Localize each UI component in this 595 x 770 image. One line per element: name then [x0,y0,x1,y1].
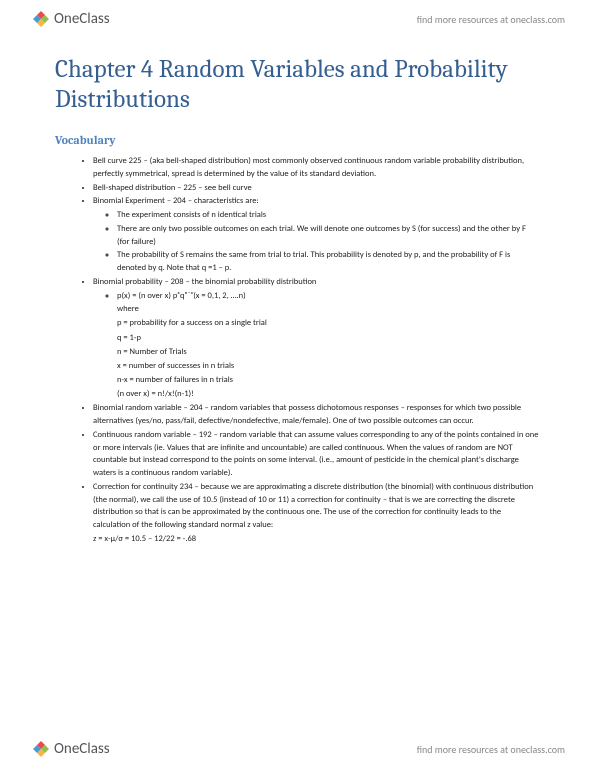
sub-list-item: There are only two possible outcomes on … [117,223,540,249]
oneclass-logo-icon [30,738,52,760]
page-footer: OneClass find more resources at oneclass… [0,734,595,764]
formula-block: where p = probability for a success on a… [93,303,540,401]
list-item: Continuous random variable – 192 – rando… [93,429,540,480]
page-header: OneClass find more resources at oneclass… [0,0,595,35]
formula-line: where [117,303,540,316]
sub-list-item: The probability of S remains the same fr… [117,249,540,275]
footer-resources-link[interactable]: find more resources at oneclass.com [417,743,565,756]
list-item: Correction for continuity 234 – because … [93,481,540,546]
item-text: Correction for continuity 234 – because … [93,482,533,530]
sub-list-item: The experiment consists of n identical t… [117,209,540,222]
formula-line: n = Number of Trials [117,346,540,359]
sub-list-item: p(x) = (n over x) pˣqⁿ⁻ˣ(x = 0,1, 2, ….n… [117,290,540,303]
logo-text: OneClass [54,740,110,758]
list-item: Binomial Experiment – 204 – characterist… [93,195,540,275]
formula-line: z = x-μ/σ = 10.5 – 12/22 = -.68 [93,533,540,546]
sub-list: p(x) = (n over x) pˣqⁿ⁻ˣ(x = 0,1, 2, ….n… [93,290,540,303]
formula-line: n-x = number of failures in n trials [117,374,540,387]
vocabulary-list: Bell curve 225 – (aka bell-shaped distri… [55,155,540,546]
item-text: Binomial Experiment – 204 – characterist… [93,196,259,206]
section-heading: Vocabulary [55,133,540,147]
formula-line: q = 1-p [117,332,540,345]
formula-line: p = probability for a success on a singl… [117,317,540,330]
list-item: Binomial probability – 208 – the binomia… [93,276,540,402]
document-content: Chapter 4 Random Variables and Probabili… [0,35,595,546]
logo: OneClass [30,738,110,760]
chapter-title: Chapter 4 Random Variables and Probabili… [55,55,540,115]
formula-line: (n over x) = n!/x!(n-1)! [117,388,540,401]
sub-list: The experiment consists of n identical t… [93,209,540,275]
list-item: Bell curve 225 – (aka bell-shaped distri… [93,155,540,181]
oneclass-logo-icon [30,8,52,30]
header-resources-link[interactable]: find more resources at oneclass.com [417,13,565,26]
list-item: Bell-shaped distribution – 225 – see bel… [93,182,540,195]
formula-line: x = number of successes in n trials [117,360,540,373]
logo: OneClass [30,8,110,30]
logo-text: OneClass [54,10,110,28]
list-item: Binomial random variable – 204 – random … [93,402,540,428]
item-text: Binomial probability – 208 – the binomia… [93,277,316,287]
